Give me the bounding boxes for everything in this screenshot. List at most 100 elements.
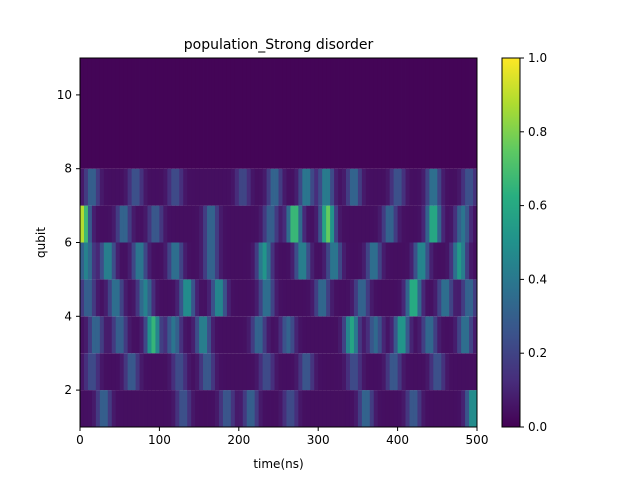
heatmap-cell [278,58,283,169]
heatmap-cell [397,58,402,169]
heatmap-cell [218,390,224,427]
heatmap-cell [107,242,113,280]
heatmap-cell [214,58,220,169]
heatmap-cell [234,205,240,243]
heatmap-cell [254,390,260,427]
heatmap-cell [87,205,93,243]
heatmap-cell [143,353,148,391]
heatmap-cell [425,353,430,391]
heatmap-cell [409,168,414,206]
heatmap-cell [270,353,275,391]
heatmap-cell [155,279,160,317]
heatmap-cell [211,58,216,169]
heatmap-cell [286,390,291,427]
heatmap-cell [294,390,299,427]
heatmap-cell [270,390,275,427]
heatmap-cell [421,168,426,206]
heatmap-cell [278,205,283,243]
heatmap-cell [262,168,267,206]
heatmap-cell [373,58,379,169]
heatmap-cell [246,242,252,280]
heatmap-cell [218,242,224,280]
heatmap-cell [99,316,105,354]
heatmap-cell [365,168,371,206]
heatmap-cell [203,279,208,317]
y-tick-label: 10 [57,88,72,102]
heatmap-cell [111,58,117,169]
heatmap-cell [119,168,125,206]
heatmap-cell [103,316,109,354]
heatmap-cell [441,279,446,317]
heatmap-cell [338,279,343,317]
heatmap-cell [393,353,398,391]
heatmap-cell [310,242,315,280]
heatmap-cell [389,316,395,354]
heatmap-cell [103,168,109,206]
heatmap-cell [91,58,97,169]
heatmap-cell [195,390,200,427]
heatmap-cell [214,242,220,280]
heatmap-cell [87,390,93,427]
heatmap-cell [203,58,208,169]
heatmap-cell [381,168,387,206]
heatmap-cell [381,279,387,317]
heatmap-cell [465,168,470,206]
heatmap-cell [111,242,117,280]
heatmap-cell [421,205,426,243]
heatmap-cell [115,58,121,169]
heatmap-cell [87,58,93,169]
heatmap-cell [342,205,347,243]
heatmap-cell [465,279,470,317]
heatmap-cell [409,279,414,317]
heatmap-cell [179,205,184,243]
heatmap-cell [274,168,279,206]
heatmap-cell [353,242,359,280]
heatmap-cell [80,353,85,391]
heatmap-cell [445,279,450,317]
heatmap-cell [449,390,454,427]
heatmap-cell [433,58,438,169]
heatmap-cell [191,353,196,391]
heatmap-cell [465,390,470,427]
heatmap-cell [218,279,224,317]
heatmap-cell [310,316,315,354]
heatmap-cell [234,279,240,317]
heatmap-cell [214,205,220,243]
heatmap-cell [254,279,260,317]
heatmap-cell [302,242,307,280]
heatmap-cell [365,390,371,427]
heatmap-cell [250,353,256,391]
heatmap-cell [334,168,339,206]
heatmap-cell [461,316,466,354]
heatmap-cell [401,242,406,280]
heatmap-cell [163,168,168,206]
heatmap-cell [282,316,287,354]
heatmap-cell [91,390,97,427]
heatmap-cell [349,353,355,391]
heatmap-cell [421,390,426,427]
heatmap-cell [338,316,343,354]
heatmap-cell [413,205,418,243]
heatmap-cell [361,390,367,427]
heatmap-cell [417,279,422,317]
heatmap-cell [449,353,454,391]
heatmap-cell [397,279,402,317]
heatmap-cell [91,353,97,391]
heatmap-cell [183,168,188,206]
heatmap-cell [326,242,331,280]
heatmap-cell [310,168,315,206]
heatmap-cell [381,353,387,391]
heatmap-cell [473,205,477,243]
heatmap-cell [298,58,303,169]
heatmap-cell [302,279,307,317]
heatmap-cell [437,168,442,206]
heatmap-cell [338,390,343,427]
heatmap-cell [238,205,244,243]
heatmap-cell [342,390,347,427]
heatmap-cell [330,353,335,391]
heatmap-cell [87,168,93,206]
heatmap-cell [155,58,160,169]
heatmap-cell [393,205,398,243]
heatmap-cell [258,353,264,391]
heatmap-cell [246,390,252,427]
